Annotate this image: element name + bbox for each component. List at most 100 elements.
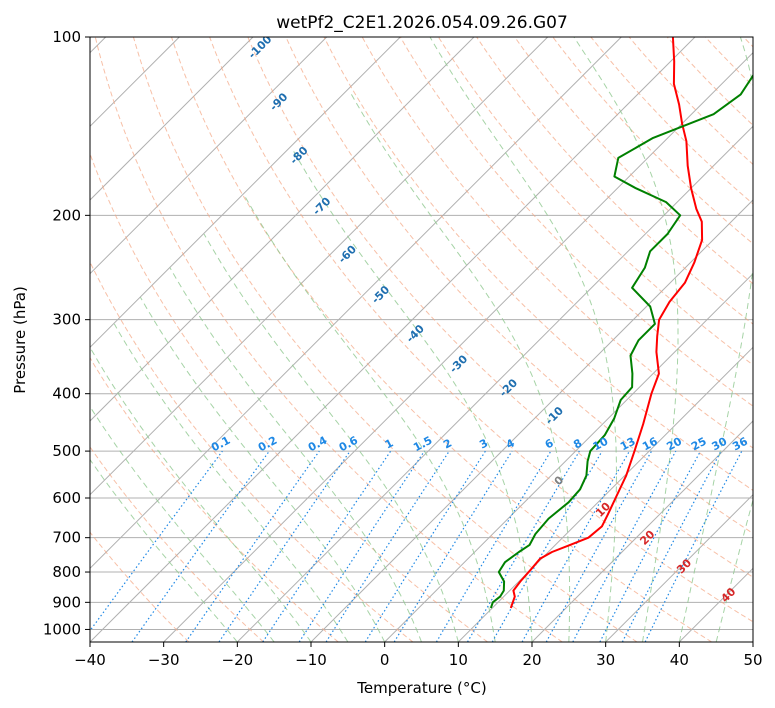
dry-adiabat-label: -40 <box>404 322 427 345</box>
mixing-ratio-label: 4 <box>504 436 517 451</box>
x-tick-label: 10 <box>449 651 468 669</box>
moist-adiabat-line <box>139 297 386 642</box>
mixing-ratio-line <box>131 450 270 642</box>
dry-adiabat-label: -10 <box>543 404 566 427</box>
y-tick-label: 800 <box>52 563 81 581</box>
isotherm-line <box>752 641 753 642</box>
y-tick-label: 900 <box>52 593 81 611</box>
x-tick-label: 50 <box>743 651 762 669</box>
moist-adiabat-line <box>169 267 422 642</box>
mixing-ratio-line <box>218 450 351 642</box>
moist-adiabat-line <box>203 233 459 642</box>
isotherm-line <box>531 420 753 642</box>
mixing-ratio-line <box>298 450 425 642</box>
moist-adiabat-line <box>243 195 496 642</box>
dry-adiabat-line <box>90 260 414 642</box>
dry-adiabat-line <box>132 37 638 642</box>
isotherm-line <box>90 37 254 201</box>
dry-adiabat-label: -50 <box>369 283 392 306</box>
mixing-ratio-label: 36 <box>730 435 750 454</box>
x-tick-label: −10 <box>295 651 327 669</box>
moist-adiabat-label: 10 <box>593 500 613 520</box>
dry-adiabat-line <box>209 37 753 623</box>
dry-adiabat-line <box>90 152 488 642</box>
mixing-ratio-line <box>325 450 450 642</box>
dry-adiabat-line <box>90 531 190 642</box>
y-tick-label: 600 <box>52 489 81 507</box>
mixing-ratio-line <box>262 450 392 642</box>
mixing-ratio-line <box>621 450 722 642</box>
moist-adiabat-line <box>292 149 533 642</box>
moist-adiabat-line <box>715 498 753 642</box>
mixing-ratio-line <box>599 450 702 642</box>
mixing-ratio-label: 16 <box>640 435 660 454</box>
isotherm-line <box>605 493 753 642</box>
moist-adiabat-line <box>429 37 617 642</box>
dry-adiabat-line <box>171 37 712 642</box>
line-labels: 0.1 0.2 0.4 0.6 1 1.5 2 3 4 6 8 10 13 16 20 25 30 36-100-… <box>209 37 750 605</box>
chart-title: wetPf2_C2E1.2026.054.09.26.G07 <box>276 13 568 33</box>
dry-adiabat-line <box>514 37 753 285</box>
mixing-ratio-label: 25 <box>689 435 709 454</box>
background-grid <box>90 37 753 642</box>
x-tick-label: −30 <box>148 651 180 669</box>
dry-adiabat-label: -80 <box>287 144 310 167</box>
y-tick-label: 1000 <box>43 620 81 638</box>
mixing-ratio-line <box>393 450 513 642</box>
dry-adiabat-line <box>743 37 753 48</box>
isotherm-line <box>90 37 401 349</box>
mixing-ratio-label: 30 <box>710 435 730 454</box>
moist-adiabat-line <box>678 37 753 642</box>
dry-adiabat-line <box>437 37 753 366</box>
dry-adiabat-label: -20 <box>497 376 520 399</box>
y-tick-label: 700 <box>52 529 81 547</box>
mixing-ratio-label: 10 <box>591 435 611 454</box>
mixing-ratio-label: 20 <box>664 435 684 454</box>
y-tick-label: 200 <box>52 206 81 224</box>
y-axis-label: Pressure (hPa) <box>11 286 29 394</box>
moist-adiabat-line <box>350 94 571 642</box>
isotherm-line <box>678 567 753 642</box>
moist-adiabat-label: 20 <box>637 527 657 547</box>
isotherm-line <box>90 37 475 422</box>
dry-adiabat-line <box>285 37 753 535</box>
isotherm-line <box>90 37 622 570</box>
mixing-ratio-line <box>435 450 552 642</box>
y-tick-label: 300 <box>52 311 81 329</box>
mixing-ratio-label: 2 <box>441 436 454 451</box>
dry-adiabat-line <box>94 37 563 642</box>
y-tick-label: 400 <box>52 385 81 403</box>
x-tick-label: 0 <box>380 651 390 669</box>
mixing-ratio-line <box>185 450 320 642</box>
x-tick-label: −20 <box>222 651 254 669</box>
x-tick-label: 20 <box>522 651 541 669</box>
isotherm-line <box>310 199 753 642</box>
moist-adiabat-line <box>113 323 349 642</box>
dry-adiabat-line <box>361 37 753 449</box>
series-layer <box>489 37 753 609</box>
y-tick-label: 100 <box>52 28 81 46</box>
isotherm-line <box>90 37 696 642</box>
x-axis-label: Temperature (°C) <box>356 679 486 697</box>
mixing-ratio-line <box>545 450 653 642</box>
dry-adiabat-line <box>90 446 264 642</box>
moist-adiabat-line <box>90 405 275 642</box>
mixing-ratio-label: 1 <box>383 436 396 451</box>
isotherm-line <box>236 125 753 642</box>
moist-adiabat-line <box>90 347 312 642</box>
isotherm-line <box>90 37 328 275</box>
temperature-profile-line <box>509 37 704 609</box>
y-axis: 100 200 300 400 500 600 700 800 900 1000 <box>43 28 90 638</box>
dry-adiabat-line <box>247 37 753 578</box>
moist-adiabat-line <box>90 458 238 642</box>
moist-adiabat-line <box>573 37 679 642</box>
mixing-ratio-label: 6 <box>543 436 556 451</box>
y-tick-label: 500 <box>52 442 81 460</box>
dry-adiabat-line <box>704 37 753 87</box>
dry-adiabat-line <box>90 356 339 642</box>
mixing-ratio-label: 13 <box>618 435 638 454</box>
x-tick-label: −40 <box>74 651 106 669</box>
mixing-ratio-line <box>644 450 743 642</box>
dry-adiabat-line <box>552 37 753 245</box>
